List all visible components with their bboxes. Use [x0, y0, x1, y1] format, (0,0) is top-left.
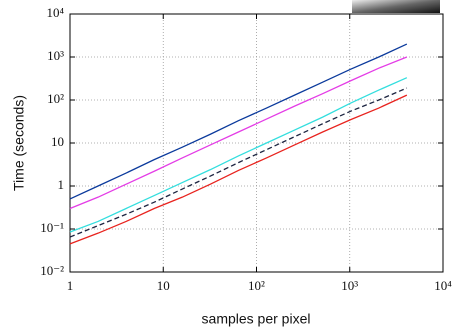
series-line: [69, 56, 408, 210]
y-tick-label: 10: [51, 134, 64, 149]
y-tick-label: 10²: [47, 91, 64, 106]
y-tick-label: 10⁻¹: [40, 220, 64, 235]
y-tick-label: 10⁴: [46, 5, 64, 20]
series-line: [69, 87, 408, 238]
x-axis-label: samples per pixel: [202, 311, 311, 327]
x-tick-label: 10²: [248, 278, 265, 293]
series-line: [69, 77, 408, 233]
x-tick-label: 10: [157, 278, 170, 293]
x-tick-label: 10³: [341, 278, 358, 293]
y-tick-label: 1: [58, 177, 65, 192]
y-tick-label: 10³: [47, 48, 64, 63]
x-tick-label: 1: [67, 278, 74, 293]
thumbnail-image: [352, 0, 440, 13]
plot-frame: [69, 13, 444, 273]
y-axis-label: Time (seconds): [11, 95, 27, 191]
series-line: [69, 94, 408, 245]
x-tick-label: 10⁴: [434, 278, 452, 293]
y-tick-label: 10⁻²: [40, 263, 64, 278]
series-line: [69, 43, 408, 200]
